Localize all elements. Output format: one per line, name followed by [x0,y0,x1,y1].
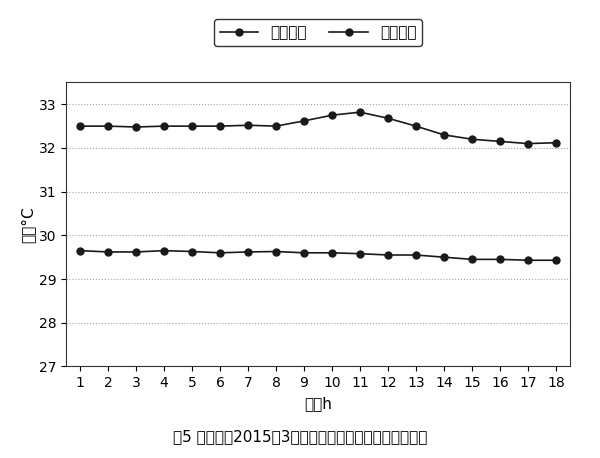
Text: 图5 采暖月（2015年3月）某测试日供回水温度变化情况: 图5 采暖月（2015年3月）某测试日供回水温度变化情况 [173,429,427,444]
供水温度 [160,123,167,129]
供水温度 [412,123,419,129]
回水温度 [553,257,560,263]
回水温度 [412,252,419,258]
供水温度 [217,123,224,129]
回水温度 [440,255,448,260]
供水温度 [244,122,251,128]
供水温度 [469,136,476,142]
供水温度 [76,123,83,129]
回水温度 [76,248,83,253]
X-axis label: 时间h: 时间h [304,396,332,411]
回水温度 [385,252,392,258]
回水温度 [272,249,280,254]
Legend: 供水温度, 回水温度: 供水温度, 回水温度 [214,19,422,46]
回水温度 [160,248,167,253]
回水温度 [217,250,224,256]
回水温度 [356,251,364,256]
回水温度 [328,250,335,256]
供水温度 [496,139,503,144]
回水温度 [244,249,251,255]
回水温度 [104,249,112,255]
回水温度 [188,249,196,254]
供水温度 [328,113,335,118]
Y-axis label: 温度°C: 温度°C [21,206,36,243]
回水温度 [133,249,140,255]
供水温度 [272,123,280,129]
供水温度 [385,115,392,121]
Line: 回水温度: 回水温度 [77,247,559,264]
回水温度 [524,257,532,263]
供水温度 [133,124,140,130]
回水温度 [301,250,308,256]
回水温度 [496,256,503,262]
供水温度 [524,141,532,147]
供水温度 [356,109,364,115]
供水温度 [440,132,448,137]
Line: 供水温度: 供水温度 [77,109,559,147]
供水温度 [553,140,560,146]
回水温度 [469,256,476,262]
供水温度 [104,123,112,129]
供水温度 [188,123,196,129]
供水温度 [301,118,308,124]
